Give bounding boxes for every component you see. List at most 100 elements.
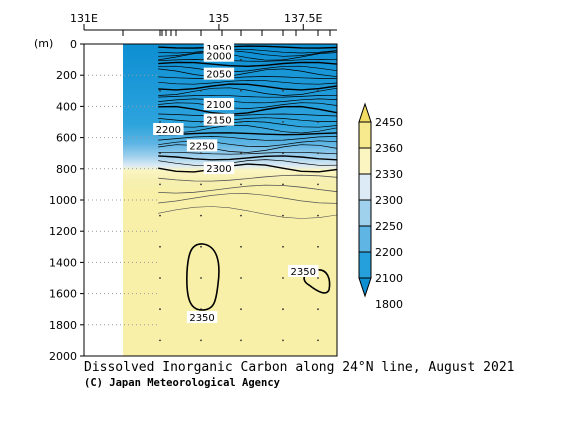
station-dot [282,214,284,217]
y-tick-label: 400 [56,100,77,113]
station-dot [159,214,161,217]
contour-label-bg [203,49,235,62]
colorbar-label: 1800 [375,298,403,311]
contour-label: 2050 [206,70,231,81]
station-dot [317,89,319,92]
contour-line [158,136,337,141]
station-dot [317,58,319,61]
station-dot [317,121,319,123]
station-dot [282,183,284,186]
station-dot [200,245,202,248]
colorbar: 2450 2360 2330 2300 2250 2200 2100 1800 [358,102,403,311]
contour-line [158,76,337,79]
contour-label: 2300 [206,164,231,175]
contour-line [158,102,337,109]
station-dot [317,183,319,186]
colorbar-cell [358,251,372,279]
station-dot [240,152,242,155]
station-dot [240,308,242,311]
colorbar-cap-bottom [358,277,372,298]
station-dot [240,121,242,123]
station-dot [200,121,202,123]
contour-label-bg [186,139,218,152]
contour-label-bg [153,123,184,136]
station-dot [200,89,202,92]
contour-line [158,50,337,57]
station-dot [317,214,319,217]
contour-line [158,65,337,73]
contour-label: 2100 [206,100,231,111]
axes: 131E 135 137.5E 0 200 400 600 800 1000 1200 1400 16… [34,12,338,363]
contour-line [158,48,337,54]
contour-line [158,79,337,85]
contour-label: 2200 [156,125,181,136]
y-tick-label: 200 [56,69,77,82]
station-dots [159,58,319,342]
contour-line [158,121,337,128]
station-dot [240,339,242,342]
station-dot [317,277,319,279]
x-tick-label: 135 [208,12,229,25]
station-dot [159,183,161,186]
station-dot [200,58,202,61]
station-dot [200,214,202,217]
y-tick-label: 1200 [49,225,77,238]
colorbar-cell [358,199,372,227]
deep-contour-line [158,174,337,182]
colorbar-label: 2450 [375,116,403,129]
contour-line [158,132,337,136]
station-dot [317,245,319,248]
station-dot [200,277,202,279]
contour-label-bg [288,264,319,277]
contour-label-bg [186,311,218,323]
station-dot [282,89,284,92]
contour-line [158,117,337,122]
contour-line [158,151,337,155]
contour-label: 1950 [206,44,231,55]
station-dot [282,308,284,311]
station-dot [282,277,284,279]
contour-label: 2350 [189,313,214,324]
colorbar-label: 2200 [375,246,403,259]
station-dot [159,245,161,248]
contour-2350-west [186,243,220,311]
contour-line [158,61,337,68]
contour-line [158,163,337,173]
station-dot [240,183,242,186]
contour-label-bg [203,162,235,175]
contour-line [158,113,337,117]
station-dot [159,121,161,123]
station-dot [240,58,242,61]
contour-line [158,105,337,116]
contour-label: 2000 [206,52,231,63]
contour-line [158,59,337,62]
chart-title: Dissolved Inorganic Carbon along 24°N li… [84,360,515,375]
y-tick-label: 600 [56,132,77,145]
colorbar-label: 2100 [375,272,403,285]
colorbar-cell [358,173,372,201]
contour-line [158,68,337,78]
station-dot [282,58,284,61]
y-tick-label: 1000 [49,194,77,207]
chart-credit: (C) Japan Meteorological Agency [84,377,280,389]
contour-label: 2250 [189,141,214,152]
station-dot [200,339,202,342]
contour-line [158,87,337,96]
contour-label-bg [203,98,235,111]
station-dot [282,121,284,123]
colorbar-label: 2360 [375,142,403,155]
y-tick-label: 1800 [49,319,77,332]
station-dot [282,245,284,248]
y-tick-label: 800 [56,163,77,176]
station-dot [240,214,242,217]
station-dot [159,339,161,342]
contour-line [158,52,337,61]
station-dot [317,339,319,342]
station-dot [159,89,161,92]
y-tick-label: 2000 [49,350,77,363]
station-dot [159,308,161,311]
contour-line [158,83,337,91]
y-tick-label: 0 [70,38,77,51]
